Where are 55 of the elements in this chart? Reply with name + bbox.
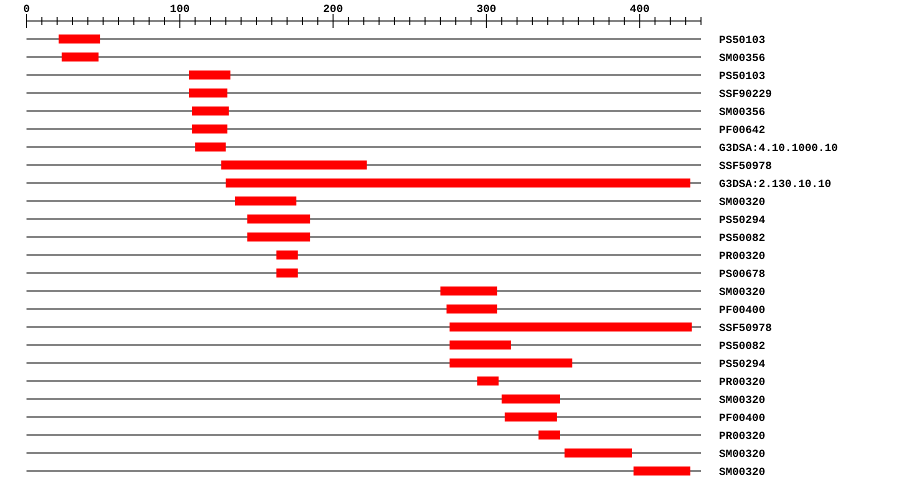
y-tick-label: G3DSA:2.130.10.10 [719, 178, 832, 191]
y-tick-label: SM00356 [719, 106, 766, 119]
y-tick-label: PS00678 [719, 268, 766, 281]
bar [58, 34, 100, 44]
y-tick-label: SSF50978 [719, 322, 772, 335]
bar [450, 322, 692, 332]
bar [538, 430, 560, 440]
x-tick-label: 100 [170, 4, 190, 16]
bar [477, 376, 499, 386]
y-tick-label: SM00320 [719, 448, 766, 461]
bar [276, 268, 298, 278]
y-tick-label: G3DSA:4.10.1000.10 [719, 142, 838, 155]
y-tick-label: PF00642 [719, 124, 766, 137]
bar [192, 124, 228, 134]
x-tick-label: 0 [23, 4, 30, 16]
bar [450, 340, 511, 350]
bar [221, 160, 367, 170]
bar [234, 196, 296, 206]
y-tick-label: PF00400 [719, 412, 766, 425]
bar [188, 88, 228, 98]
bar [188, 70, 230, 80]
y-tick-label: SM00320 [719, 286, 766, 299]
y-tick-label: PS50082 [719, 340, 766, 353]
y-tick-label: SM00320 [719, 196, 766, 209]
bar [634, 466, 690, 476]
y-tick-label: PS50103 [719, 34, 766, 47]
y-tick-label: PS50294 [719, 214, 766, 227]
y-tick-label: SSF90229 [719, 88, 772, 101]
y-tick-label: SM00320 [719, 466, 766, 479]
bar [276, 250, 298, 260]
bar [440, 286, 498, 296]
y-tick-label: PR00320 [719, 430, 766, 443]
y-tick-label: PR00320 [719, 376, 766, 389]
bar [195, 142, 226, 152]
y-tick-label: PF00400 [719, 304, 766, 317]
bar [247, 232, 310, 242]
x-tick-label: 300 [476, 4, 496, 16]
y-tick-label: SM00356 [719, 52, 766, 65]
bar [502, 394, 560, 404]
x-tick-label: 400 [630, 4, 650, 16]
x-tick-label: 200 [323, 4, 343, 16]
bar [504, 412, 557, 422]
bar [247, 214, 310, 224]
bar [226, 178, 690, 188]
y-tick-label: PR00320 [719, 250, 766, 263]
y-tick-label: SSF50978 [719, 160, 772, 173]
bar [62, 52, 99, 62]
bar [564, 448, 632, 458]
y-tick-label: PS50082 [719, 232, 766, 245]
y-tick-label: PS50294 [719, 358, 766, 371]
bar [192, 106, 229, 116]
bar [446, 304, 498, 314]
bar [450, 358, 572, 368]
y-tick-label: PS50103 [719, 70, 766, 83]
y-tick-label: SM00320 [719, 394, 766, 407]
